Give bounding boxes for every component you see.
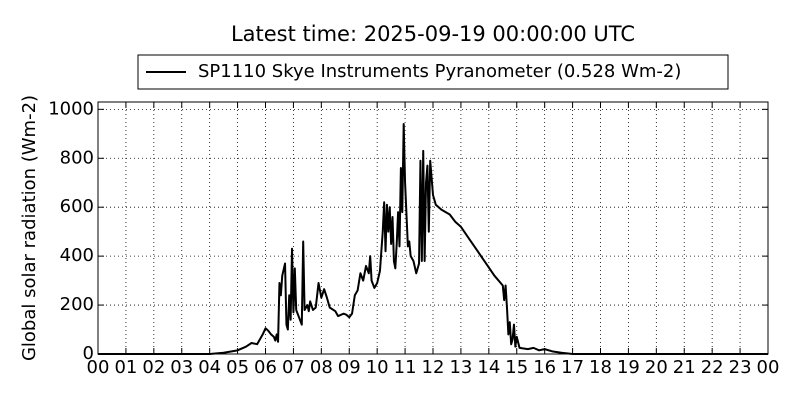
chart-title: Latest time: 2025-09-19 00:00:00 UTC bbox=[231, 22, 635, 46]
data-line bbox=[98, 123, 768, 355]
x-tick-label: 09 bbox=[338, 357, 361, 378]
x-tick-label: 14 bbox=[477, 357, 500, 378]
x-tick-label: 18 bbox=[589, 357, 612, 378]
x-tick-label: 06 bbox=[254, 357, 277, 378]
y-tick-label: 1000 bbox=[48, 98, 94, 119]
x-tick-label: 16 bbox=[533, 357, 556, 378]
x-tick-label: 02 bbox=[142, 357, 165, 378]
legend-box bbox=[137, 54, 729, 90]
y-axis-label: Global solar radiation (Wm-2) bbox=[19, 95, 40, 361]
x-tick-label: 03 bbox=[170, 357, 193, 378]
x-tick-label: 00 bbox=[757, 357, 780, 378]
plot-frame bbox=[97, 101, 769, 355]
x-tick-label: 00 bbox=[87, 357, 110, 378]
x-tick-label: 15 bbox=[505, 357, 528, 378]
x-tick-label: 17 bbox=[561, 357, 584, 378]
legend: SP1110 Skye Instruments Pyranometer (0.5… bbox=[137, 54, 729, 90]
y-tick-label: 400 bbox=[60, 245, 94, 266]
x-tick-label: 12 bbox=[422, 357, 445, 378]
x-tick-label: 20 bbox=[645, 357, 668, 378]
y-tick-label: 200 bbox=[60, 294, 94, 315]
x-tick-label: 07 bbox=[282, 357, 305, 378]
x-tick-label: 23 bbox=[729, 357, 752, 378]
x-tick-label: 05 bbox=[226, 357, 249, 378]
x-tick-label: 11 bbox=[394, 357, 417, 378]
x-tick-label: 19 bbox=[617, 357, 640, 378]
legend-label: SP1110 Skye Instruments Pyranometer (0.5… bbox=[198, 61, 681, 82]
x-tick-label: 04 bbox=[198, 357, 221, 378]
y-tick-label: 800 bbox=[60, 147, 94, 168]
x-tick-label: 21 bbox=[673, 357, 696, 378]
x-tick-label: 22 bbox=[701, 357, 724, 378]
y-tick-label: 0 bbox=[83, 343, 94, 364]
x-tick-label: 10 bbox=[366, 357, 389, 378]
x-tick-label: 08 bbox=[310, 357, 333, 378]
x-tick-label: 01 bbox=[114, 357, 137, 378]
y-tick-label: 600 bbox=[60, 196, 94, 217]
x-tick-label: 13 bbox=[449, 357, 472, 378]
